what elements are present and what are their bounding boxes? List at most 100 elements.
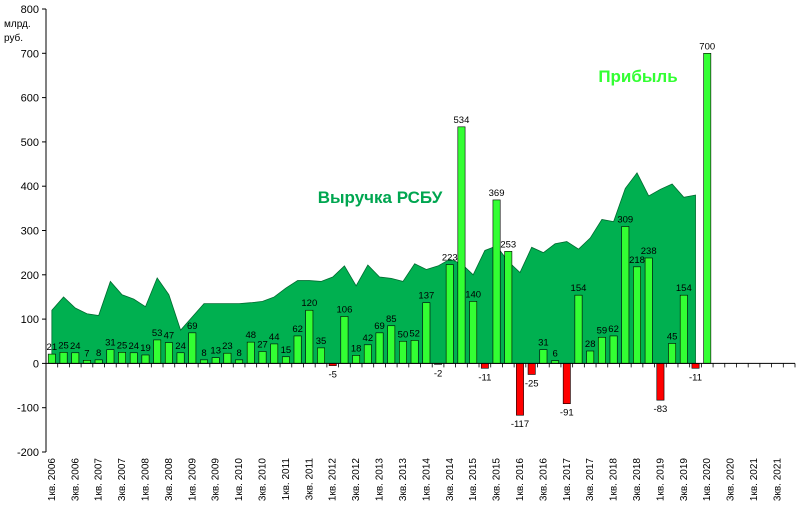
data-label: -25 [525,378,539,389]
data-label: -2 [434,368,442,379]
data-label: 700 [699,41,715,52]
profit-bar [176,352,185,364]
data-label: 48 [246,330,257,341]
x-tick-label: 1кв. 2018 [609,458,620,501]
y-unit-label-line1: млрд. [4,19,31,30]
x-tick-label: 3кв. 2020 [726,458,737,501]
profit-bar [211,357,220,364]
x-tick-label: 3кв. 2012 [351,458,362,501]
y-tick-label: 200 [21,270,39,282]
data-label: 13 [210,346,221,357]
profit-bar [597,336,606,364]
x-tick-label: 1кв. 2006 [47,458,58,501]
x-tick-label: 1кв. 2007 [94,458,105,501]
profit-bar [59,352,68,364]
x-tick-label: 3кв. 2019 [679,458,690,501]
data-label: 85 [386,314,397,325]
revenue-area-layer [51,172,696,364]
data-label: 25 [58,340,69,351]
data-label: 31 [105,338,116,349]
profit-bar [71,352,80,364]
profit-bar [387,325,396,364]
profit-bar [410,340,419,364]
x-tick-label: 1кв. 2020 [702,458,713,501]
data-label: 44 [269,332,280,343]
profit-bar [317,347,325,364]
x-tick-label: 1кв. 2010 [234,458,245,501]
data-label: 24 [128,341,139,352]
profit-bar [375,332,384,364]
data-label: 154 [571,283,587,294]
x-tick-label: 3кв. 2008 [164,458,175,501]
data-label: 24 [70,341,81,352]
data-label: 69 [187,321,198,332]
data-label: -5 [329,370,337,381]
data-label: 21 [47,342,58,353]
profit-bar [270,343,279,364]
profit-bar [340,316,349,364]
data-label: 253 [500,239,516,250]
y-unit-label-line2: руб. [4,32,23,44]
profit-bar [656,363,665,401]
data-label: 120 [301,298,317,309]
y-tick-label: 300 [21,226,39,238]
profit-bar [679,294,688,364]
profit-bar [562,363,571,405]
profit-bar [492,199,501,364]
data-label: 534 [454,115,470,126]
y-tick-label: 400 [21,181,39,193]
profit-bar [445,264,454,364]
data-label: 45 [667,331,678,342]
x-tick-label: 1кв. 2009 [187,458,198,501]
x-tick-label: 3кв. 2016 [538,458,549,501]
profit-bar [153,339,162,364]
profit-bar [527,363,536,375]
profit-bar [422,302,431,364]
data-label: -11 [689,372,702,383]
y-tick-label: -100 [17,403,39,415]
profit-bar [258,351,267,364]
data-label: 6 [552,349,557,360]
x-tick-label: 3кв. 2006 [70,458,81,501]
data-label: -91 [560,408,574,419]
profit-bar [457,126,466,364]
data-label: 28 [585,339,596,350]
x-tick-label: 1кв. 2015 [468,458,479,501]
x-tick-label: 3кв. 2014 [445,458,456,501]
data-label: 137 [418,291,434,302]
y-tick-label: 100 [21,314,39,326]
x-tick-label: 1кв. 2017 [562,458,573,501]
profit-bar [94,359,103,364]
y-tick-label: -200 [17,447,39,459]
x-tick-label: 1кв. 2019 [655,458,666,501]
data-label: 62 [292,324,303,335]
x-tick-label: 3кв. 2009 [211,458,222,501]
profit-bar [480,363,489,369]
x-tick-label: 3кв. 2013 [398,458,409,501]
data-label: 23 [222,341,233,352]
x-tick-label: 1кв. 2012 [328,458,339,501]
data-label: 7 [84,348,89,359]
x-tick-label: 1кв. 2011 [281,458,292,501]
profit-bar [188,332,197,364]
data-label: 35 [316,336,327,347]
x-tick-label: 1кв. 2013 [375,458,386,501]
profit-bar [47,353,56,364]
profit-bar [609,335,618,364]
x-tick-label: 1кв. 2016 [515,458,526,501]
data-label: 52 [409,328,420,339]
data-label: 31 [538,338,549,349]
profit-bar [164,342,173,364]
x-tick-label: 1кв. 2008 [140,458,151,501]
profit-bar [574,294,583,364]
profit-bar [516,363,524,416]
profit-bar [691,363,700,369]
profit-bar [235,359,244,364]
profit-bars-layer [47,52,712,416]
data-label: 47 [164,331,175,342]
profit-bar [504,251,513,364]
data-label: 27 [257,339,268,350]
y-tick-label: 500 [21,137,39,149]
